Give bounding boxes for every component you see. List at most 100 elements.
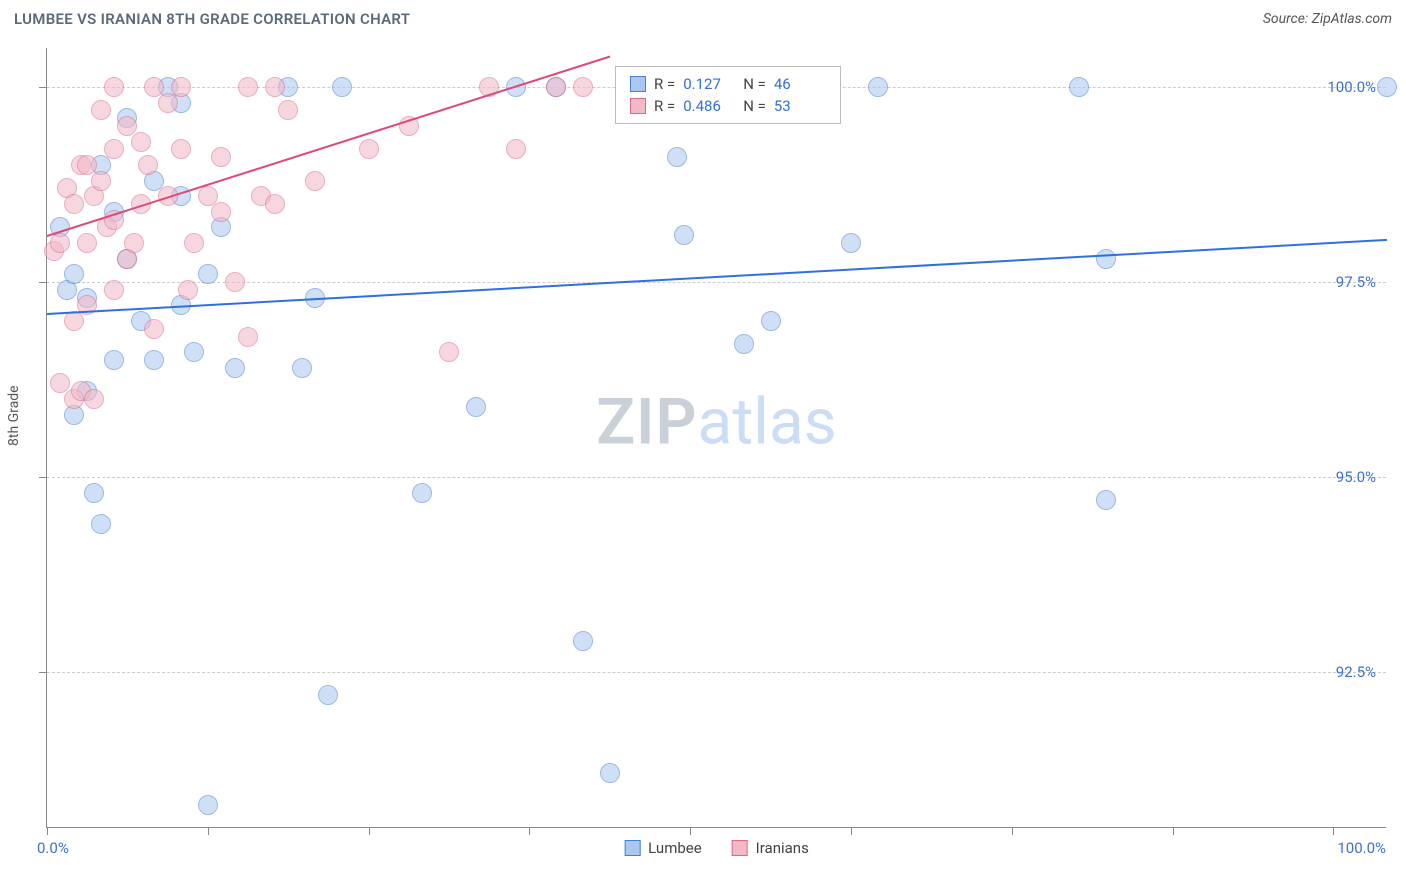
y-tick (39, 282, 47, 283)
series-legend: Lumbee Iranians (624, 839, 809, 857)
data-point (412, 483, 432, 503)
data-point (50, 233, 70, 253)
data-point (265, 77, 285, 97)
data-point (104, 350, 124, 370)
data-point (64, 264, 84, 284)
data-point (198, 264, 218, 284)
legend-item: Iranians (732, 839, 809, 857)
data-point (184, 342, 204, 362)
data-point (104, 77, 124, 97)
data-point (104, 139, 124, 159)
data-point (573, 631, 593, 651)
legend-n-label: N = (743, 97, 766, 115)
data-point (144, 350, 164, 370)
data-point (91, 514, 111, 534)
data-point (573, 77, 593, 97)
data-point (466, 397, 486, 417)
data-point (546, 77, 566, 97)
data-point (144, 319, 164, 339)
data-point (158, 93, 178, 113)
data-point (359, 139, 379, 159)
data-point (77, 233, 97, 253)
data-point (184, 233, 204, 253)
y-tick-label: 100.0% (1327, 78, 1376, 96)
data-point (305, 171, 325, 191)
data-point (734, 334, 754, 354)
data-point (439, 342, 459, 362)
x-tick (47, 827, 48, 835)
data-point (238, 77, 258, 97)
y-tick (39, 477, 47, 478)
legend-r-label: R = (654, 75, 675, 93)
chart-title: LUMBEE VS IRANIAN 8TH GRADE CORRELATION … (14, 10, 410, 28)
legend-row: R = 0.127 N = 46 (630, 73, 826, 95)
data-point (131, 132, 151, 152)
data-point (211, 202, 231, 222)
data-point (318, 685, 338, 705)
trend-line (47, 239, 1387, 315)
data-point (1377, 77, 1397, 97)
data-point (225, 272, 245, 292)
data-point (178, 280, 198, 300)
legend-r-value: 0.486 (683, 97, 735, 115)
y-tick-label: 95.0% (1336, 468, 1376, 486)
data-point (238, 327, 258, 347)
data-point (64, 311, 84, 331)
legend-item: Lumbee (624, 839, 702, 857)
legend-swatch (630, 98, 646, 114)
data-point (211, 147, 231, 167)
gridline (47, 477, 1386, 478)
y-tick-label: 97.5% (1336, 273, 1376, 291)
data-point (1096, 249, 1116, 269)
legend-n-label: N = (743, 75, 766, 93)
gridline (47, 672, 1386, 673)
legend-r-label: R = (654, 97, 675, 115)
gridline (47, 282, 1386, 283)
data-point (1069, 77, 1089, 97)
y-tick-label: 92.5% (1336, 663, 1376, 681)
watermark-part2: atlas (698, 384, 837, 459)
legend-row: R = 0.486 N = 53 (630, 95, 826, 117)
y-tick (39, 672, 47, 673)
data-point (84, 389, 104, 409)
legend-r-value: 0.127 (683, 75, 735, 93)
data-point (667, 147, 687, 167)
data-point (292, 358, 312, 378)
data-point (332, 77, 352, 97)
data-point (91, 171, 111, 191)
y-tick (39, 87, 47, 88)
legend-swatch (732, 840, 748, 856)
legend-n-value: 53 (774, 97, 826, 115)
data-point (761, 311, 781, 331)
data-point (171, 139, 191, 159)
x-tick (851, 827, 852, 835)
data-point (104, 280, 124, 300)
scatter-chart: ZIPatlas 92.5%95.0%97.5%100.0%0.0%100.0%… (46, 48, 1386, 828)
watermark: ZIPatlas (596, 384, 836, 459)
data-point (600, 763, 620, 783)
data-point (225, 358, 245, 378)
data-point (868, 77, 888, 97)
chart-header: LUMBEE VS IRANIAN 8TH GRADE CORRELATION … (0, 0, 1406, 34)
data-point (64, 194, 84, 214)
data-point (1096, 490, 1116, 510)
data-point (124, 233, 144, 253)
legend-n-value: 46 (774, 75, 826, 93)
x-label-max: 100.0% (1337, 839, 1386, 857)
data-point (91, 100, 111, 120)
chart-source: Source: ZipAtlas.com (1263, 11, 1392, 27)
data-point (841, 233, 861, 253)
data-point (138, 155, 158, 175)
x-tick (1333, 827, 1334, 835)
legend-swatch (630, 76, 646, 92)
x-tick (690, 827, 691, 835)
x-tick (208, 827, 209, 835)
data-point (674, 225, 694, 245)
data-point (506, 139, 526, 159)
x-tick (1012, 827, 1013, 835)
legend-label: Lumbee (648, 839, 702, 857)
legend-swatch (624, 840, 640, 856)
correlation-legend: R = 0.127 N = 46 R = 0.486 N = 53 (615, 66, 841, 124)
data-point (265, 194, 285, 214)
watermark-part1: ZIP (596, 384, 697, 459)
